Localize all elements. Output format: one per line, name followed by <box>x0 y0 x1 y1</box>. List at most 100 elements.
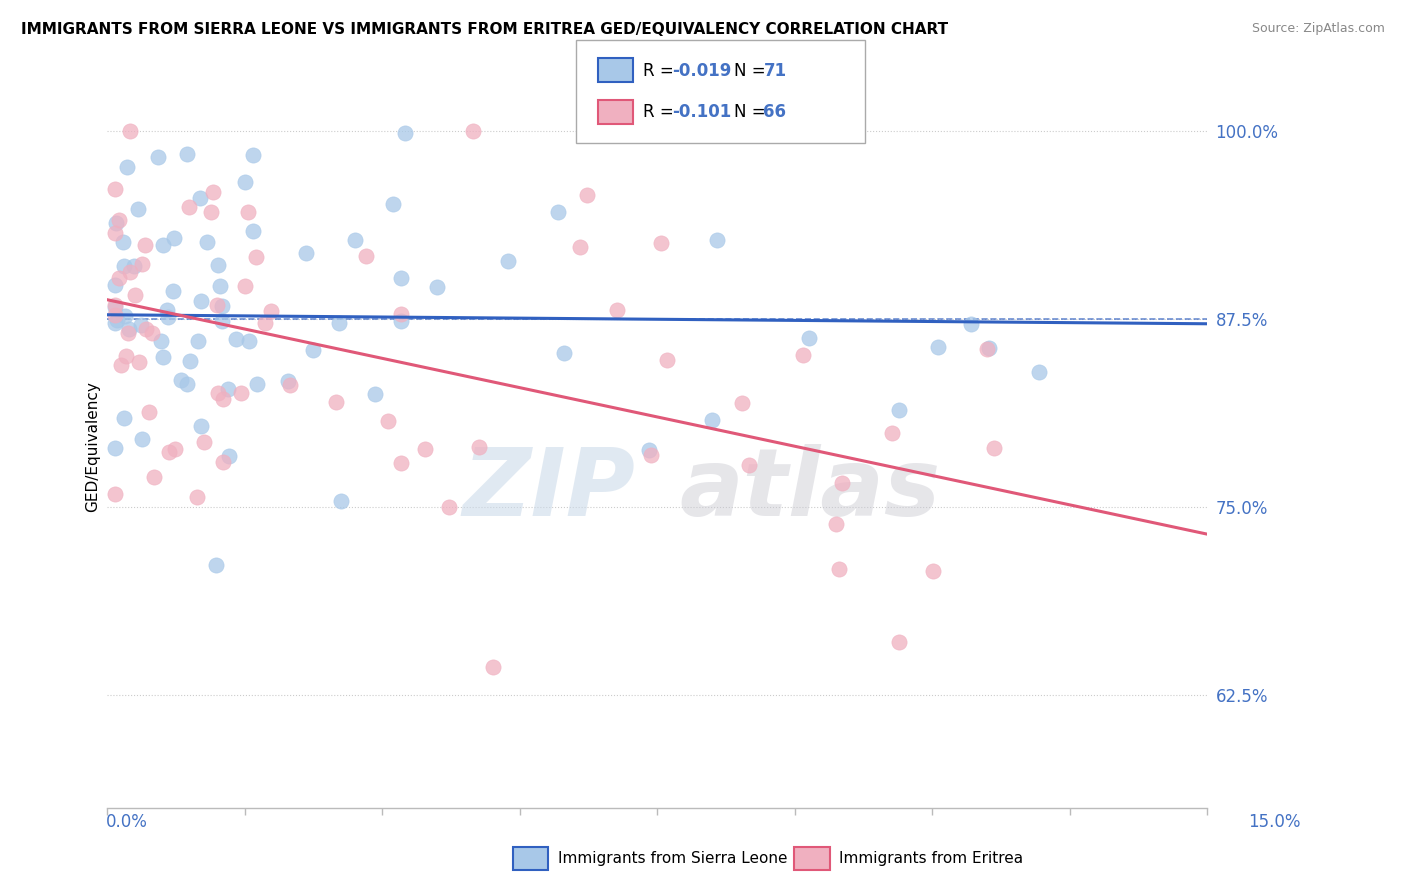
Point <box>797 331 820 345</box>
Point <box>117 326 139 341</box>
Point <box>212 454 235 468</box>
Point <box>207 385 229 400</box>
Point <box>983 441 1005 455</box>
Point <box>108 270 131 285</box>
Point <box>114 349 136 363</box>
Point <box>186 490 208 504</box>
Point <box>238 334 260 348</box>
Point <box>207 259 229 273</box>
Point <box>187 334 209 348</box>
Point <box>389 271 412 285</box>
Point <box>201 185 224 199</box>
Point <box>103 308 125 322</box>
Point <box>738 458 761 473</box>
Point <box>277 374 299 388</box>
Point <box>498 253 520 268</box>
Point <box>328 316 350 330</box>
Point <box>731 395 754 409</box>
Point <box>209 279 232 293</box>
Point <box>141 326 163 340</box>
Point <box>138 405 160 419</box>
Point <box>792 348 814 362</box>
Text: N =: N = <box>734 62 770 79</box>
Point <box>302 343 325 357</box>
Point <box>157 310 180 324</box>
Point <box>246 377 269 392</box>
Point <box>217 382 239 396</box>
Point <box>103 298 125 312</box>
Point <box>253 316 276 330</box>
Point <box>114 410 136 425</box>
Point <box>225 332 247 346</box>
Point <box>156 302 179 317</box>
Point <box>205 298 228 312</box>
Point <box>127 202 149 216</box>
Point <box>344 233 367 247</box>
Point <box>131 432 153 446</box>
Point <box>148 150 170 164</box>
Point <box>824 516 846 531</box>
Point <box>278 377 301 392</box>
Point <box>467 440 489 454</box>
Point <box>389 314 412 328</box>
Point <box>606 303 628 318</box>
Point <box>426 280 449 294</box>
Point <box>195 235 218 249</box>
Text: -0.019: -0.019 <box>672 62 731 79</box>
Point <box>112 259 135 273</box>
Point <box>212 392 235 406</box>
Text: R =: R = <box>643 62 679 79</box>
Point <box>437 500 460 514</box>
Point <box>976 342 998 356</box>
Point <box>114 310 136 324</box>
Point <box>176 147 198 161</box>
Point <box>129 318 152 332</box>
Point <box>887 634 910 648</box>
Point <box>190 191 212 205</box>
Point <box>245 250 267 264</box>
Point <box>754 124 776 138</box>
Point <box>389 307 412 321</box>
Point <box>152 238 174 252</box>
Point <box>921 564 943 578</box>
Point <box>122 260 145 274</box>
Point <box>108 213 131 227</box>
Text: Source: ZipAtlas.com: Source: ZipAtlas.com <box>1251 22 1385 36</box>
Point <box>242 224 264 238</box>
Point <box>260 304 283 318</box>
Point <box>578 128 600 142</box>
Point <box>481 660 503 674</box>
Point <box>131 257 153 271</box>
Point <box>977 342 1000 356</box>
Text: 66: 66 <box>763 103 786 121</box>
Point <box>325 395 347 409</box>
Point <box>569 240 592 254</box>
Point <box>105 216 128 230</box>
Text: atlas: atlas <box>679 444 941 536</box>
Point <box>165 442 187 456</box>
Point <box>463 124 485 138</box>
Point <box>394 126 416 140</box>
Point <box>103 487 125 501</box>
Point <box>218 449 240 463</box>
Point <box>124 288 146 302</box>
Point <box>117 160 139 174</box>
Point <box>828 562 851 576</box>
Point <box>547 205 569 219</box>
Point <box>415 442 437 456</box>
Point <box>134 237 156 252</box>
Point <box>103 441 125 455</box>
Point <box>887 403 910 417</box>
Text: Immigrants from Sierra Leone: Immigrants from Sierra Leone <box>558 851 787 865</box>
Point <box>142 470 165 484</box>
Point <box>637 443 659 458</box>
Text: -0.101: -0.101 <box>672 103 731 121</box>
Point <box>655 353 678 368</box>
Text: 0.0%: 0.0% <box>105 814 148 831</box>
Point <box>200 205 222 219</box>
Point <box>1028 365 1050 379</box>
Point <box>103 277 125 292</box>
Point <box>135 322 157 336</box>
Point <box>190 293 212 308</box>
Point <box>575 187 598 202</box>
